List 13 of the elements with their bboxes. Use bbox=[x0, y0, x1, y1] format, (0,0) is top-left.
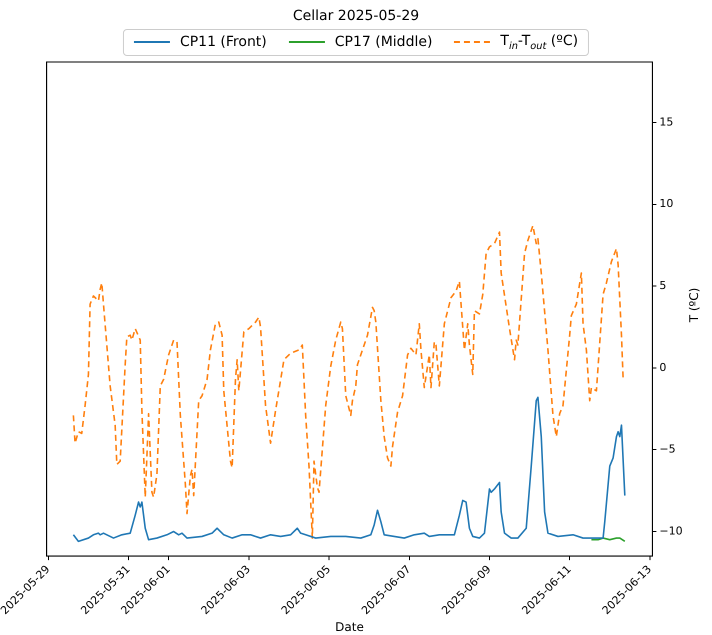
y2-tick-label: 0 bbox=[659, 360, 666, 374]
legend-label: CP17 (Middle) bbox=[334, 34, 432, 50]
legend-label: T$_{in}$-T$_{out}$ (ºC) bbox=[500, 33, 578, 52]
y2-tick-label: 10 bbox=[659, 197, 674, 210]
legend-label: CP11 (Front) bbox=[180, 34, 267, 50]
y2-tick-label: −10 bbox=[659, 524, 683, 538]
y2-tick-label: −5 bbox=[659, 442, 676, 456]
y2-axis-title: T (ºC) bbox=[687, 288, 701, 322]
x-axis-title: Date bbox=[335, 620, 364, 634]
line-series bbox=[72, 224, 624, 539]
chart-title: Cellar 2025-05-29 bbox=[292, 8, 420, 24]
y2-tick-label: 15 bbox=[659, 115, 674, 128]
y2-tick-label: 5 bbox=[659, 278, 666, 292]
